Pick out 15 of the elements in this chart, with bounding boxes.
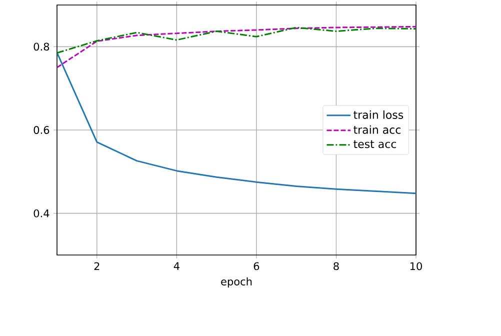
legend-label: test acc [354,140,396,148]
x-tick-label: 4 [174,262,180,270]
line-series [57,52,416,194]
legend-label: train acc [354,125,401,134]
line-series [57,26,416,54]
y-tick-label: 0.6 [34,126,50,134]
x-tick-label: 6 [254,262,260,270]
x-tick-label: 2 [94,262,100,270]
legend-label: train loss [354,110,404,119]
x-tick-label: 8 [334,262,339,270]
x-axis-title: epoch [221,277,252,288]
x-tick-label: 10 [410,262,422,270]
y-tick-label: 0.8 [34,42,50,51]
y-tick-label: 0.4 [34,209,50,218]
line-series [57,26,416,68]
